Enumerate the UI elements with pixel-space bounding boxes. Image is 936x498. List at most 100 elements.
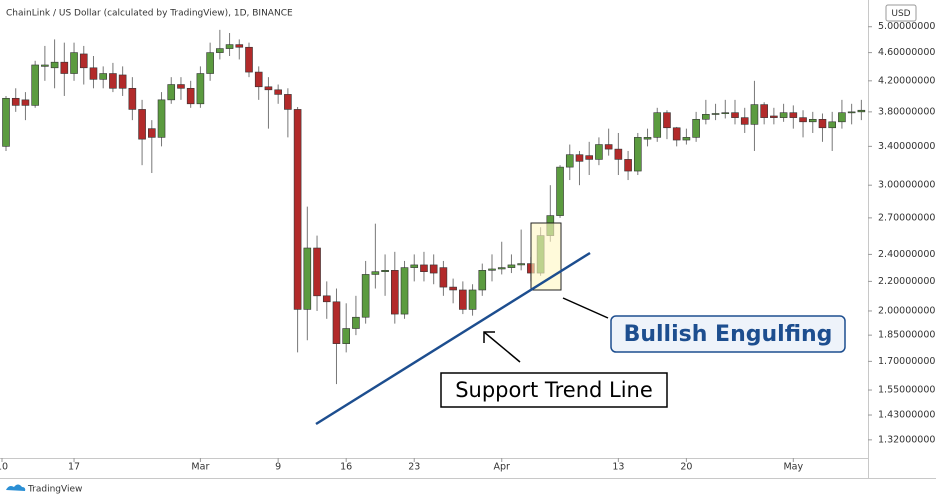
candle-body <box>79 53 88 69</box>
candle-body <box>21 99 30 106</box>
candle-body <box>614 148 623 160</box>
candle-body <box>41 64 49 67</box>
candle-body <box>70 52 78 74</box>
engulfing-label-box <box>610 315 846 353</box>
candle-body <box>750 104 759 125</box>
y-tick-label: 1.55000000 <box>878 385 935 396</box>
arrow-trend <box>483 331 521 363</box>
candle-body <box>11 97 20 106</box>
candle-body <box>731 112 739 118</box>
candle-body <box>177 84 185 89</box>
candle-body <box>235 44 244 48</box>
candle-body <box>361 274 370 318</box>
candle-body <box>264 86 273 91</box>
y-tick-label: 2.70000000 <box>878 212 935 223</box>
candle-body <box>206 52 214 74</box>
candle-body <box>789 112 798 118</box>
trend-label: Support Trend Line <box>455 378 653 402</box>
candle-body <box>478 270 487 291</box>
candle-body <box>342 328 351 344</box>
candle-body <box>254 71 263 88</box>
candle-body <box>682 137 691 141</box>
candle-body <box>2 97 10 147</box>
candle-body <box>488 268 496 271</box>
candle-body <box>128 87 137 110</box>
chart-title: ChainLink / US Dollar (calculated by Tra… <box>6 9 293 19</box>
candle-body <box>517 263 525 266</box>
x-tick-label: 9 <box>275 462 281 473</box>
candle-body <box>148 128 156 138</box>
candle-body <box>565 154 574 168</box>
y-tick-label: 1.32000000 <box>878 434 935 445</box>
candle-body <box>760 104 768 118</box>
candle-body <box>740 117 749 125</box>
candle-body <box>633 137 642 172</box>
candle-body <box>604 144 613 150</box>
y-tick-label: 2.40000000 <box>878 249 935 260</box>
candle-body <box>50 61 59 69</box>
candle-body <box>847 111 856 114</box>
y-tick-label: 5.00000000 <box>878 21 935 32</box>
candle-body <box>352 316 360 329</box>
y-tick-label: 3.00000000 <box>878 180 935 191</box>
candle-body <box>429 264 438 274</box>
arrow-trend-head <box>483 331 495 343</box>
candle-body <box>410 264 419 268</box>
candle-body <box>672 127 681 141</box>
candle-body <box>497 267 506 270</box>
candle-body <box>575 154 584 162</box>
candle-body <box>721 112 730 114</box>
candle-body <box>595 144 603 160</box>
candle-body <box>303 247 312 310</box>
candle-body <box>157 99 166 138</box>
candle-body <box>313 247 321 297</box>
candle-body <box>449 286 457 291</box>
trend-label-box <box>440 372 668 408</box>
logo-icon <box>6 484 26 491</box>
candle-body <box>459 289 467 310</box>
candle-body <box>400 267 409 315</box>
candle-body <box>770 115 778 118</box>
y-tick-label: 2.00000000 <box>878 305 935 316</box>
candle-body <box>663 112 671 129</box>
x-tick-label: 10 <box>0 462 8 473</box>
x-tick-label: 20 <box>680 462 692 473</box>
y-tick-label: 1.43000000 <box>878 410 935 421</box>
x-tick-label: 23 <box>408 462 420 473</box>
y-tick-label: 3.40000000 <box>878 141 935 152</box>
logo-text: TradingView <box>27 485 82 495</box>
candle-body <box>293 109 302 310</box>
candle-body <box>332 301 341 344</box>
candle-body <box>507 264 516 268</box>
y-tick-label: 3.80000000 <box>878 106 935 117</box>
currency-box <box>885 4 917 22</box>
x-tick-label: 17 <box>68 462 80 473</box>
candles <box>2 29 866 385</box>
candle-body <box>381 270 389 272</box>
candle-body <box>390 270 399 315</box>
candle-body <box>624 159 632 172</box>
candle-body <box>799 117 807 123</box>
candle-body <box>420 264 428 272</box>
candle-body <box>838 112 846 123</box>
candle-body <box>702 114 710 120</box>
candle-body <box>808 118 817 123</box>
candle-body <box>692 118 700 138</box>
currency-label: USD <box>891 9 910 19</box>
candle-body <box>857 109 866 113</box>
candle-body <box>216 48 224 53</box>
y-tick-label: 2.20000000 <box>878 276 935 287</box>
candle-body <box>31 64 39 106</box>
candle-body <box>439 267 448 288</box>
y-tick-label: 4.60000000 <box>878 47 935 58</box>
candle-body <box>274 89 282 95</box>
candle-body <box>556 166 564 216</box>
candle-body <box>109 73 117 89</box>
x-tick-label: May <box>783 462 803 473</box>
candle-body <box>468 289 477 310</box>
support-trend-line <box>315 251 591 426</box>
candle-body <box>186 87 195 105</box>
candle-body <box>711 113 720 115</box>
candle-body <box>167 84 176 101</box>
